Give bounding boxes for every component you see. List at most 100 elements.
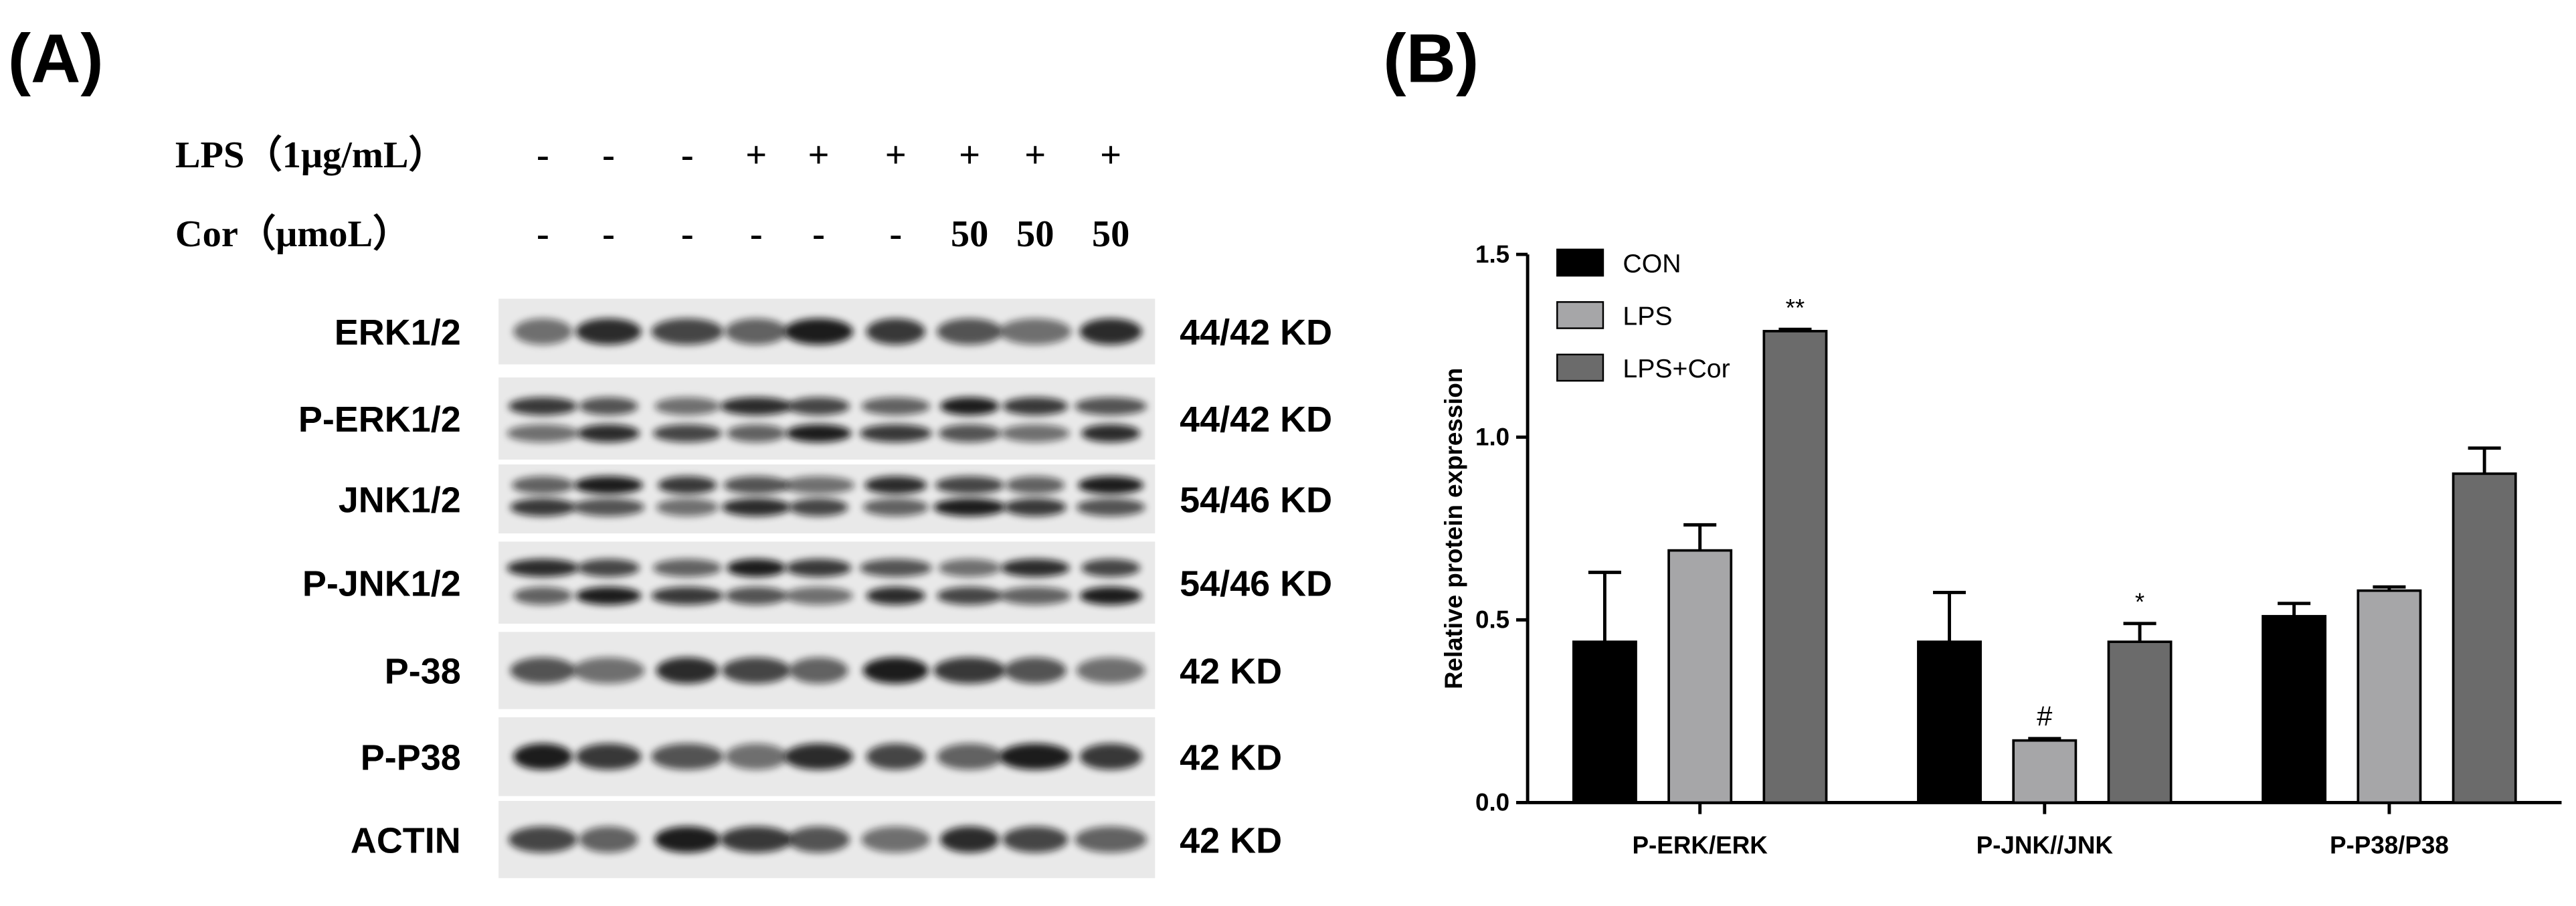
legend-label: LPS+Cor	[1623, 354, 1730, 383]
band	[1076, 498, 1145, 517]
band	[866, 318, 925, 345]
band	[935, 476, 1004, 494]
band	[1079, 743, 1142, 770]
bar	[1762, 330, 1828, 804]
western-blot: LPS（1μg/mL） - - - + + + + + + Cor（μmoL） - - - - - - 50 50 5…	[175, 134, 1332, 879]
bar	[2452, 472, 2517, 804]
band	[575, 586, 642, 605]
band	[651, 318, 724, 345]
band-size: 42 KD	[1180, 652, 1282, 692]
band-size: 54/46 KD	[1180, 480, 1332, 520]
protein-label: ERK1/2	[335, 312, 461, 353]
treatment-value: +	[959, 134, 980, 176]
treatment-value: -	[602, 134, 615, 176]
band	[727, 424, 786, 443]
band-size: 42 KD	[1180, 737, 1282, 778]
significance-label: *	[2135, 588, 2144, 616]
band	[725, 586, 788, 605]
error-bar	[2278, 602, 2311, 616]
band	[1000, 559, 1070, 577]
band	[787, 826, 850, 853]
band	[937, 586, 1003, 605]
treatment-value: 50	[1092, 213, 1129, 255]
band	[652, 424, 722, 443]
protein-label: P-ERK1/2	[298, 399, 461, 440]
band	[999, 318, 1072, 345]
bar	[1572, 640, 1637, 804]
treatment-value: -	[750, 213, 763, 255]
band	[1076, 657, 1145, 684]
treatment-value: -	[812, 213, 825, 255]
band	[510, 498, 576, 517]
band	[1002, 397, 1069, 416]
band	[859, 559, 932, 577]
error-bar	[1778, 327, 1812, 331]
band	[575, 318, 642, 345]
band	[720, 826, 793, 853]
band	[1075, 397, 1147, 416]
band	[1079, 586, 1142, 605]
band	[513, 318, 573, 345]
band	[651, 743, 724, 770]
band	[727, 559, 786, 577]
treatment-value: -	[889, 213, 902, 255]
treatment-label: LPS（1μg/mL）	[175, 134, 446, 176]
band	[723, 476, 790, 494]
band	[937, 743, 1003, 770]
band	[1004, 657, 1067, 684]
band	[1002, 826, 1069, 853]
band	[725, 743, 788, 770]
band	[789, 657, 848, 684]
protein-label: ACTIN	[351, 820, 461, 860]
blot-strip	[498, 377, 1156, 460]
x-tick-label: P-JNK//JNK	[1976, 832, 2114, 859]
band	[651, 586, 724, 605]
blot-strip	[498, 541, 1156, 624]
band	[725, 318, 788, 345]
band-size: 44/42 KD	[1180, 399, 1332, 440]
y-tick-label: 0.0	[1475, 789, 1509, 816]
band	[787, 397, 850, 416]
x-tick-label: P-ERK/ERK	[1633, 832, 1768, 859]
band	[862, 498, 929, 517]
band	[859, 424, 932, 443]
band	[577, 559, 640, 577]
band	[656, 498, 719, 517]
band	[939, 826, 1000, 853]
legend-swatch	[1556, 301, 1604, 329]
band	[658, 476, 717, 494]
band	[1078, 476, 1144, 494]
treatment-value: -	[681, 213, 694, 255]
error-bar	[2468, 446, 2501, 474]
band	[864, 476, 927, 494]
band	[999, 743, 1072, 770]
band	[938, 559, 1001, 577]
bar	[1917, 640, 1982, 804]
bar	[2262, 615, 2327, 804]
y-axis-label: Relative protein expression	[1440, 368, 1467, 689]
band	[507, 559, 579, 577]
band	[1081, 424, 1141, 443]
treatment-value: -	[537, 134, 549, 176]
band	[654, 397, 721, 416]
band	[939, 397, 1000, 416]
band	[782, 476, 855, 494]
treatment-value: 50	[1016, 213, 1054, 255]
band	[862, 657, 929, 684]
band-size: 44/42 KD	[1180, 312, 1332, 353]
band	[1075, 826, 1147, 853]
band	[861, 826, 931, 853]
y-tick-label: 1.5	[1475, 240, 1509, 268]
band	[1006, 476, 1065, 494]
treatment-label: Cor（μmoL）	[175, 213, 411, 255]
error-bar	[2028, 737, 2061, 741]
protein-label: JNK1/2	[339, 480, 461, 520]
band	[508, 397, 577, 416]
band-size: 42 KD	[1180, 820, 1282, 860]
band	[933, 657, 1006, 684]
y-tick-label: 0.5	[1475, 606, 1509, 634]
band	[866, 743, 925, 770]
treatment-value: +	[808, 134, 829, 176]
